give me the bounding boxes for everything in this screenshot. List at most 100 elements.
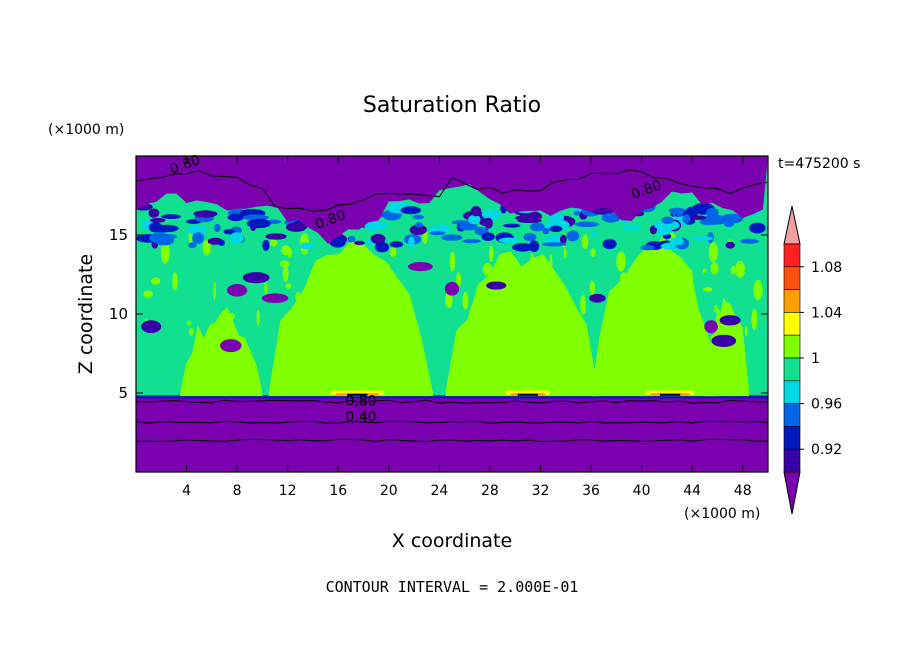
transition-patch: [188, 242, 197, 249]
x-tick-label: 48: [734, 483, 752, 499]
plume-base-contour: [659, 393, 681, 396]
moist-fleck: [449, 251, 456, 272]
contour-label: 0.40: [345, 409, 376, 425]
transition-patch: [503, 223, 521, 228]
x-axis-label: X coordinate: [392, 530, 512, 552]
moist-fleck: [627, 266, 637, 286]
transition-patch: [353, 240, 365, 246]
transition-patch: [601, 212, 621, 223]
x-tick-label: 8: [233, 483, 242, 499]
colorbar-band: [783, 312, 801, 336]
x-tick-label: 4: [182, 483, 191, 499]
transition-patch: [706, 207, 719, 218]
transition-patch: [512, 243, 534, 252]
transition-patch: [740, 238, 759, 244]
transition-patch: [484, 217, 493, 229]
contour-line-0.80-lower: [136, 399, 768, 404]
moist-fleck: [160, 241, 170, 264]
colorbar-max-arrow: [783, 205, 801, 245]
transition-patch: [462, 239, 481, 244]
colorbar-band: [783, 266, 801, 290]
transition-patch: [412, 214, 424, 220]
moist-fleck: [494, 326, 500, 340]
moist-fleck: [473, 350, 482, 360]
x-tick-label: 44: [683, 483, 701, 499]
transition-patch: [523, 233, 537, 242]
moist-fleck: [616, 251, 626, 272]
plume-base-yellow: [505, 390, 550, 395]
moist-fleck: [549, 254, 553, 275]
transition-patch: [299, 242, 314, 250]
transition-patch: [370, 233, 386, 244]
colorbar-band: [783, 448, 801, 473]
moist-fleck: [537, 364, 540, 369]
transition-patch: [429, 231, 446, 236]
transition-patch: [602, 238, 617, 250]
moist-fleck: [685, 268, 693, 290]
transition-patch: [409, 224, 427, 235]
transition-patch: [549, 212, 565, 223]
moist-fleck: [514, 355, 517, 364]
supersaturated-plume: [180, 307, 263, 397]
y-axis: 5 10 15: [109, 226, 768, 402]
moist-fleck: [708, 242, 718, 263]
transition-patch: [682, 214, 691, 224]
dry-pocket: [242, 272, 270, 284]
plume-base-contour: [517, 393, 538, 396]
moist-fleck: [703, 287, 713, 292]
moist-fleck: [619, 272, 628, 288]
transition-patch: [441, 234, 463, 241]
transition-patch: [720, 213, 744, 224]
moist-fleck: [456, 272, 462, 288]
transition-patch: [661, 216, 674, 225]
x-unit-label: (×1000 m): [684, 506, 760, 522]
moist-fleck: [389, 246, 397, 258]
contour-line-0.20: [136, 438, 768, 443]
moist-fleck: [380, 262, 390, 269]
y-axis-label: Z coordinate: [75, 254, 97, 374]
x-tick-label: 32: [532, 483, 550, 499]
moist-fleck: [514, 262, 518, 268]
moist-fleck: [563, 248, 567, 259]
transition-patch: [468, 214, 481, 225]
dry-pocket: [486, 281, 507, 290]
dry-pocket: [704, 320, 718, 334]
moist-fleck: [753, 279, 763, 301]
y-tick-label: 10: [109, 305, 128, 323]
transition-patch: [187, 224, 207, 236]
transition-patch: [517, 218, 543, 224]
moist-fleck: [702, 268, 707, 273]
transition-patch: [192, 232, 204, 244]
moist-fleck: [693, 365, 700, 370]
moist-fleck: [151, 277, 161, 285]
transition-patch: [654, 219, 680, 231]
moist-fleck: [486, 357, 492, 371]
colorbar-band: [783, 426, 801, 450]
transition-patch: [640, 244, 655, 251]
y-tick-label: 5: [118, 384, 128, 402]
contour-line-0.80-upper: [136, 169, 768, 212]
x-tick-label: 20: [380, 483, 398, 499]
moist-fleck: [269, 239, 278, 247]
colorbar-label: 0.92: [811, 442, 842, 458]
moist-fleck: [281, 374, 284, 380]
transition-patch: [374, 241, 390, 253]
transition-patch: [227, 213, 245, 222]
transition-patch: [542, 227, 550, 235]
y-tick-label: 15: [109, 226, 128, 244]
colorbar-band: [783, 243, 801, 268]
contour-interval-label: CONTOUR INTERVAL = 2.000E-01: [326, 578, 579, 596]
moist-fleck: [172, 272, 178, 291]
contour-line-0.40: [136, 420, 768, 424]
transition-patch: [566, 230, 580, 242]
x-tick-label: 40: [633, 483, 651, 499]
transition-patch: [481, 209, 502, 220]
plume-base-contour: [347, 393, 368, 396]
dry-pocket: [589, 293, 606, 303]
transition-patch: [223, 229, 235, 235]
transition-patch: [675, 209, 684, 218]
saturation-field: [136, 156, 768, 472]
transition-patch: [149, 232, 171, 244]
colorbar-label: 1.08: [811, 260, 842, 276]
transition-patch: [749, 222, 766, 234]
